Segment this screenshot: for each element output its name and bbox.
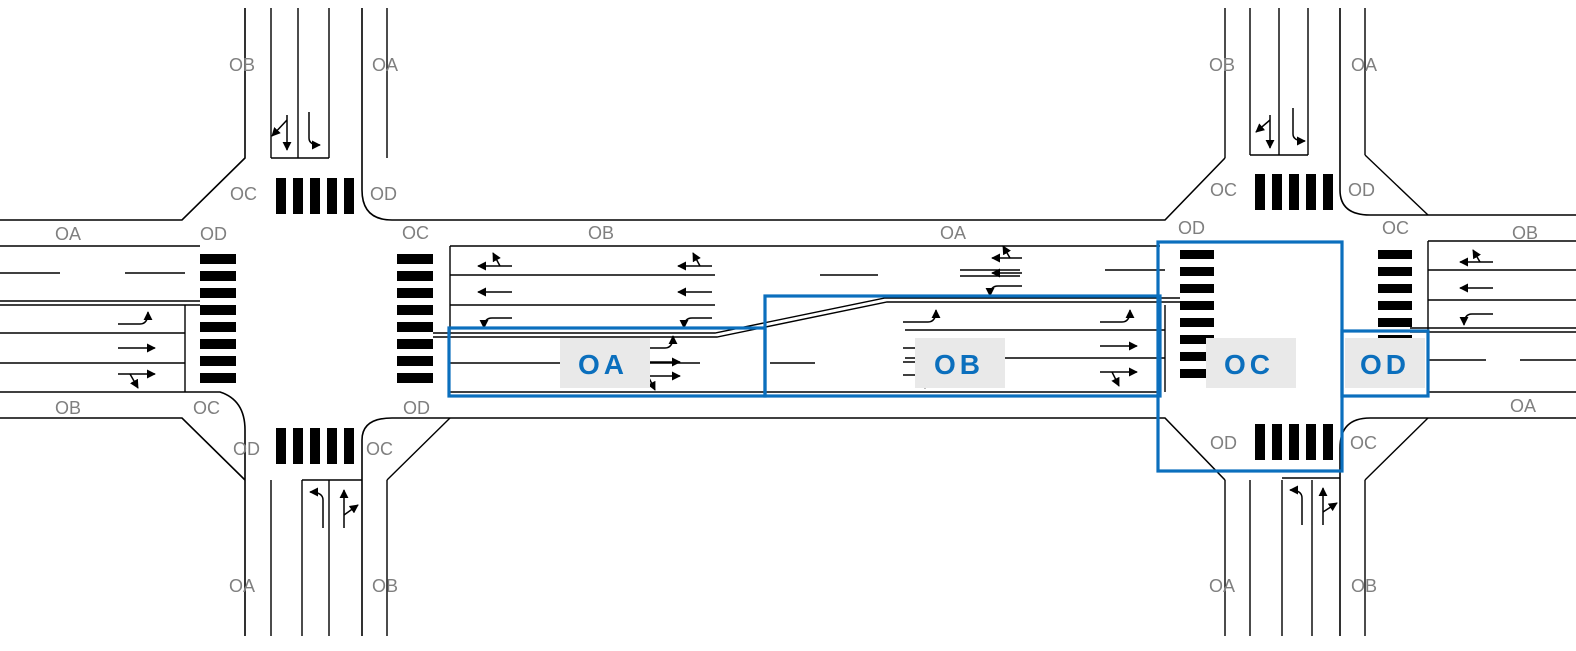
zone-ob-box [763,294,1162,398]
leg-label: OA [229,576,255,596]
leg-label: OC [193,398,220,418]
left-south-right-arrow [343,504,359,516]
left-sw-curb [0,391,246,636]
left-north-left-arrow [308,112,321,150]
link-label: OB [588,223,614,243]
leg-label: OA [55,224,81,244]
zone-oa-label: OA [578,349,628,380]
zone-od-label-bg [1345,338,1425,388]
left-east-crosswalk [397,254,433,383]
left-nw-curb [0,8,246,221]
link-wb-left-arrow [479,317,512,329]
zone-od-box [1340,329,1430,398]
leg-label: OB [55,398,81,418]
leg-label: OD [1210,433,1237,453]
right-west-crosswalk [1180,250,1214,378]
right-north-right-arrow [1255,119,1271,133]
leg-label: OD [1348,180,1375,200]
link-wb-left-arrow [679,317,712,329]
left-north-right-arrow [271,119,288,137]
left-north-crosswalk [276,178,354,214]
leg-label: OC [1382,218,1409,238]
link-wb-right-arrow [1002,245,1011,259]
link-wb-right-arrow [492,252,501,267]
left-intersection: OB OA OC OD OA OD OC OB OC OD OD OC OA O… [0,8,451,636]
leg-label: OB [229,55,255,75]
left-west-left-arrow [118,311,153,325]
link-median-lower [433,301,1180,338]
leg-label: OB [1351,576,1377,596]
leg-label: OC [1210,180,1237,200]
zone-oc-label: OC [1224,349,1274,380]
zone-od-label: OD [1360,349,1410,380]
zone-oc-label-bg [1206,338,1296,388]
zone-ob-label: OB [934,349,984,380]
leg-label: OC [230,184,257,204]
link-eb-left-arrow [1100,309,1135,323]
leg-label: OD [200,224,227,244]
link-eb-left-arrow [638,335,678,349]
leg-label: OD [403,398,430,418]
left-ne-curb [361,8,450,221]
right-se-corner [1364,417,1429,481]
right-intersection: OB OA OC OD OD OC OB OA OD OC OA OB [1178,8,1576,636]
right-north-left-arrow [1292,108,1306,146]
right-south-left-arrow [1289,485,1303,525]
link-south-curb [450,417,1226,481]
link-median-upper [433,297,1180,334]
left-south-edge-corner [386,417,451,481]
leg-label: OD [370,184,397,204]
leg-label: OA [1209,576,1235,596]
leg-label: OB [1209,55,1235,75]
link-eb-left-arrow [903,309,941,323]
leg-label: OA [1351,55,1377,75]
link-wb-right-arrow [692,252,701,267]
left-se-curb [361,417,450,636]
zone-ob-label-bg [915,338,1005,388]
left-west-crosswalk [200,254,236,383]
zone-oa-label-bg [560,338,650,388]
link-wb-left-arrow [985,285,1022,297]
right-east-right-arrow [1472,249,1481,263]
link-label: OA [940,223,966,243]
right-ne-corner [1364,154,1429,216]
leg-label: OC [366,439,393,459]
left-west-right-arrow [129,373,139,389]
right-south-right-arrow [1322,502,1338,513]
right-east-left-arrow [1459,313,1493,326]
left-south-left-arrow [309,487,324,528]
left-sw-outer [0,417,246,481]
leg-label: OD [233,439,260,459]
right-se-curb [1339,417,1576,636]
leg-label: OC [1350,433,1377,453]
left-south-crosswalk [276,428,354,464]
leg-label: OC [402,223,429,243]
right-ne-curb [1339,8,1576,216]
leg-label: OA [1510,396,1536,416]
link-north-curb [450,157,1226,221]
right-south-crosswalk [1255,424,1333,460]
leg-label: OD [1178,218,1205,238]
link-segment: OB OA [433,157,1226,481]
zone-overlays: OA OB OC OD [447,240,1430,473]
leg-label: OB [372,576,398,596]
leg-label: OB [1512,223,1538,243]
leg-label: OA [372,55,398,75]
link-eb-right-arrow [1111,371,1120,387]
right-north-crosswalk [1255,174,1333,210]
